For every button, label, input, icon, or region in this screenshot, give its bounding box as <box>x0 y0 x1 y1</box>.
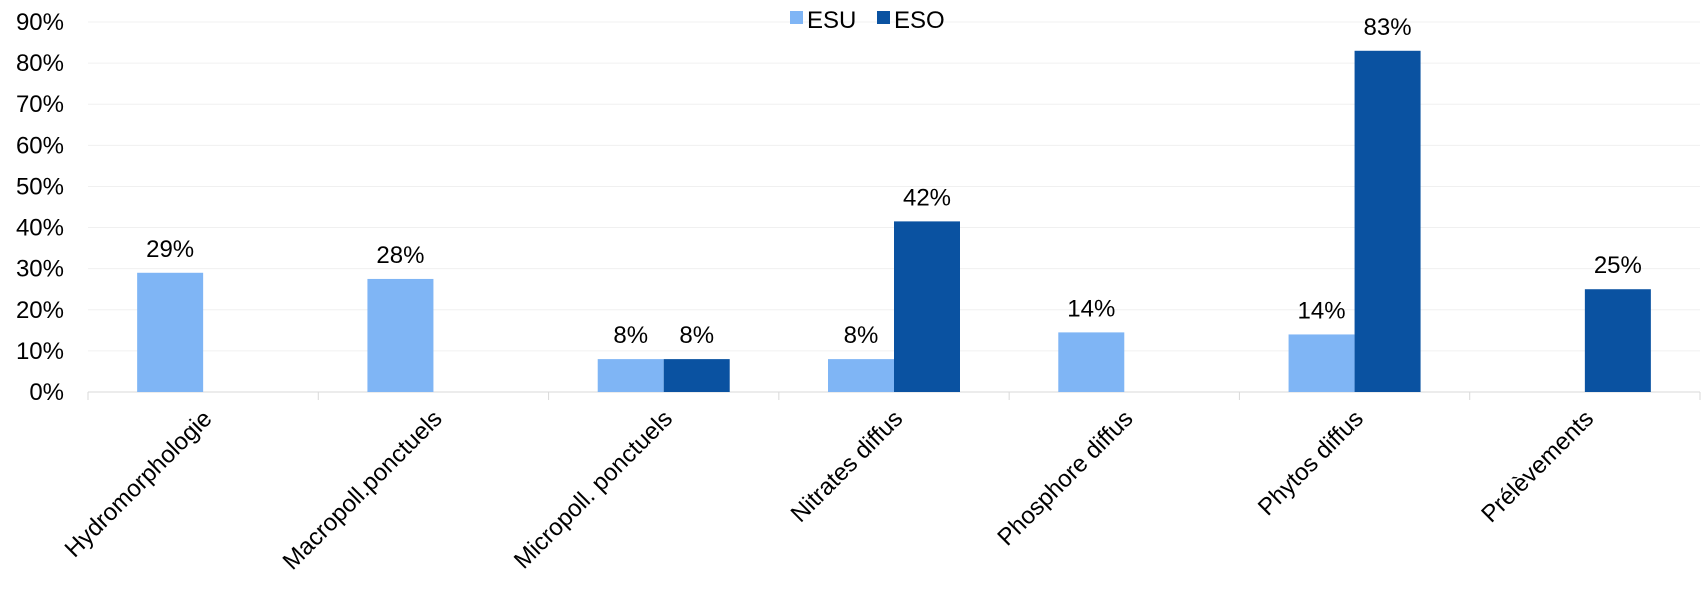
bar-eso <box>663 359 730 392</box>
y-tick-label: 10% <box>16 338 64 365</box>
x-tick-label: Phytos diffus <box>1253 405 1369 521</box>
bar-eso <box>1584 289 1651 392</box>
y-tick-label: 60% <box>16 132 64 159</box>
x-tick-label: Nitrates diffus <box>786 405 909 528</box>
data-label: 28% <box>376 242 424 269</box>
bar-esu <box>367 278 434 392</box>
bar-esu <box>1058 332 1125 392</box>
legend-swatch-esu <box>790 11 803 24</box>
y-tick-label: 0% <box>29 379 64 406</box>
data-label: 42% <box>903 184 951 211</box>
gridlines <box>88 21 1700 352</box>
x-tick-label: Micropoll. ponctuels <box>509 405 678 574</box>
y-tick-label: 50% <box>16 173 64 200</box>
data-label: 29% <box>146 236 194 263</box>
bar-esu <box>828 359 894 392</box>
data-label: 8% <box>613 322 648 349</box>
y-tick-label: 40% <box>16 215 64 242</box>
bars <box>137 50 1651 393</box>
data-label: 8% <box>844 322 879 349</box>
y-tick-label: 70% <box>16 91 64 118</box>
y-tick-label: 20% <box>16 297 64 324</box>
legend-label: ESU <box>807 7 856 34</box>
x-tick-label: Macropoll.ponctuels <box>278 405 448 575</box>
data-label: 8% <box>679 322 714 349</box>
data-label: 83% <box>1364 14 1412 41</box>
data-label: 14% <box>1067 295 1115 322</box>
data-label: 25% <box>1594 252 1642 279</box>
bar-esu <box>1288 334 1355 392</box>
bar-esu <box>597 359 664 392</box>
bar-eso <box>894 221 960 392</box>
y-tick-label: 90% <box>16 9 64 36</box>
data-label: 14% <box>1298 297 1346 324</box>
x-tick-label: Hydromorphologie <box>60 405 218 563</box>
legend-swatch-eso <box>877 11 890 24</box>
axes: 0% 10% 20% 30% 40% 50% 60% 70% 80% 90% Hydromorpho… <box>16 9 1701 575</box>
x-tick-label: Prélèvements <box>1476 405 1599 528</box>
legend: ESU ESO <box>790 7 945 34</box>
bar-eso <box>1354 50 1421 393</box>
x-tick-label: Phosphore diffus <box>992 405 1138 551</box>
legend-label: ESO <box>894 7 945 34</box>
data-labels: 29% 28% 8% 8% 8% 42% 14% 14% 83% 25% <box>146 14 1642 349</box>
y-tick-label: 30% <box>16 256 64 283</box>
y-tick-label: 80% <box>16 50 64 77</box>
bar-esu <box>137 272 204 392</box>
